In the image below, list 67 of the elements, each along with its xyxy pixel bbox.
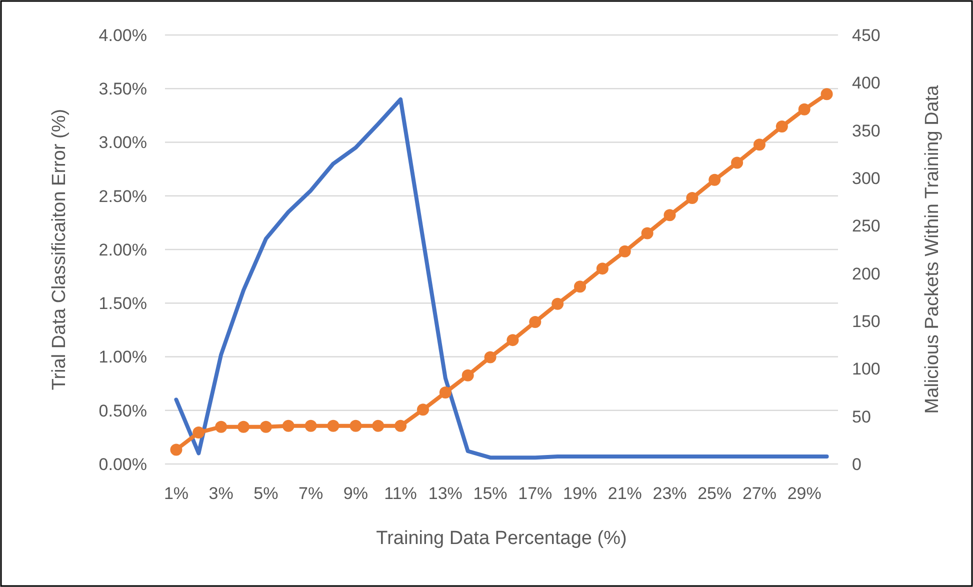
point (708, 174, 721, 186)
y2-tick-label: 200 (852, 264, 880, 284)
y-tick-label: 0.00% (98, 454, 147, 474)
y2-tick-label: 50 (852, 407, 871, 426)
point (618, 245, 631, 258)
point (731, 156, 744, 169)
point (304, 420, 317, 432)
x-tick-label: 25% (698, 484, 732, 503)
point (753, 138, 766, 151)
x-tick-label: 11% (384, 484, 417, 503)
y-tick-label: 2.50% (98, 186, 147, 206)
x-tick-label: 29% (787, 484, 822, 503)
x-tick-label: 21% (608, 484, 642, 503)
point (506, 334, 519, 346)
x-tick-label: 1% (164, 484, 189, 503)
y2-tick-label: 100 (852, 360, 880, 379)
y-tick-label: 4.00% (98, 26, 147, 45)
point (327, 420, 340, 432)
y2-tick-label: 0 (852, 454, 862, 474)
point (260, 420, 272, 433)
y-tick-label: 1.50% (98, 294, 147, 314)
x-tick-label: 9% (343, 484, 368, 503)
y-axis-title: Trial Data Classificaiton Error (%) (49, 108, 70, 390)
x-tick-label: 17% (518, 484, 552, 503)
y2-tick-label: 250 (852, 216, 880, 236)
point (641, 227, 654, 240)
x-tick-label: 15% (473, 484, 508, 503)
point (529, 316, 542, 328)
x-tick-label: 19% (563, 484, 598, 503)
point (394, 420, 407, 432)
point (238, 420, 250, 433)
point (484, 351, 496, 364)
point (372, 420, 384, 432)
x-tick-label: 7% (298, 484, 324, 503)
point (776, 120, 788, 133)
point (664, 209, 676, 222)
point (552, 298, 564, 310)
point (798, 103, 810, 116)
y2-tick-label: 400 (852, 74, 880, 93)
x-tick-label: 27% (742, 484, 776, 503)
y2-axis-title: Malicious Packets Within Training Data (922, 84, 943, 414)
y2-tick-label: 150 (852, 312, 880, 331)
x-tick-label: 13% (428, 484, 462, 503)
x-tick-label: 3% (208, 484, 234, 503)
y-tick-label: 2.00% (98, 240, 147, 260)
point (686, 192, 698, 204)
y2-tick-label: 350 (852, 121, 880, 140)
x-axis-title: Training Data Percentage (%) (376, 528, 627, 549)
y2-tick-label: 300 (852, 168, 880, 188)
point (416, 404, 429, 416)
point (282, 420, 294, 432)
point (462, 369, 474, 382)
y2-tick-label: 450 (852, 26, 880, 45)
point (350, 420, 362, 432)
point (596, 262, 608, 275)
x-tick-label: 5% (254, 484, 278, 503)
point (192, 426, 205, 439)
y-tick-label: 3.50% (98, 80, 147, 99)
point (820, 88, 833, 100)
x-tick-label: 23% (652, 484, 687, 503)
point (439, 386, 452, 398)
point (170, 444, 182, 456)
y-tick-label: 1.00% (98, 348, 147, 367)
y-tick-label: 3.00% (98, 133, 147, 152)
point (574, 280, 586, 293)
point (215, 420, 228, 433)
y-tick-label: 0.50% (98, 401, 147, 420)
